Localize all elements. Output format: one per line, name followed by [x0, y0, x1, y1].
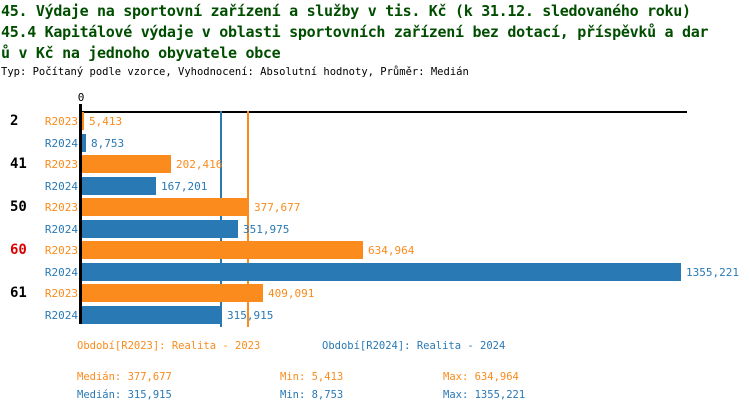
- value-label-r2024-cat-50: 351,975: [243, 223, 290, 236]
- series-label-r2023-cat-41: R2023: [44, 158, 78, 171]
- x-axis-line: [79, 111, 687, 113]
- value-label-r2024-cat-41: 167,201: [161, 180, 208, 193]
- bar-r2024-cat-2: [82, 134, 86, 152]
- stat-min-r2024: Min: 8,753: [280, 389, 344, 401]
- category-label-61: 61: [10, 285, 27, 301]
- bar-r2023-cat-2: [82, 112, 84, 130]
- series-label-r2024-cat-60: R2024: [44, 266, 78, 279]
- reference-line-median-r2024: [220, 111, 222, 327]
- category-label-41: 41: [10, 156, 27, 172]
- legend-r2023: Období[R2023]: Realita - 2023: [77, 340, 261, 352]
- stat-min-r2023: Min: 5,413: [280, 371, 344, 383]
- stat-median-r2023: Medián: 377,677: [77, 371, 172, 383]
- stat-median-r2024: Medián: 315,915: [77, 389, 172, 401]
- series-label-r2024-cat-41: R2024: [44, 180, 78, 193]
- chart-meta-line: Typ: Počítaný podle vzorce, Vyhodnocení:…: [1, 66, 469, 78]
- bar-r2023-cat-61: [82, 284, 263, 302]
- value-label-r2023-cat-2: 5,413: [89, 115, 123, 128]
- value-label-r2023-cat-50: 377,677: [254, 201, 301, 214]
- chart-title-line-2: 45.4 Kapitálové výdaje v oblasti sportov…: [1, 23, 709, 41]
- series-label-r2024-cat-2: R2024: [44, 137, 78, 150]
- series-label-r2023-cat-50: R2023: [44, 201, 78, 214]
- y-axis-line: [79, 104, 82, 324]
- bar-r2024-cat-60: [82, 263, 681, 281]
- chart-title-line-3: ů v Kč na jednoho obyvatele obce: [1, 44, 281, 62]
- series-label-r2023-cat-2: R2023: [44, 115, 78, 128]
- value-label-r2023-cat-61: 409,091: [268, 287, 315, 300]
- value-label-r2024-cat-2: 8,753: [91, 137, 125, 150]
- value-label-r2024-cat-60: 1355,221: [686, 266, 739, 279]
- bar-r2023-cat-50: [82, 198, 249, 216]
- series-label-r2024-cat-50: R2024: [44, 223, 78, 236]
- bar-r2023-cat-60: [82, 241, 363, 259]
- category-label-50: 50: [10, 199, 27, 215]
- category-label-60: 60: [10, 242, 27, 258]
- stat-max-r2023: Max: 634,964: [443, 371, 519, 383]
- series-label-r2024-cat-61: R2024: [44, 309, 78, 322]
- series-label-r2023-cat-60: R2023: [44, 244, 78, 257]
- chart-title-line-1: 45. Výdaje na sportovní zařízení a služb…: [1, 2, 691, 20]
- category-label-2: 2: [10, 113, 19, 129]
- bar-r2024-cat-61: [82, 306, 222, 324]
- bar-r2024-cat-41: [82, 177, 156, 195]
- series-label-r2023-cat-61: R2023: [44, 287, 78, 300]
- bar-r2023-cat-41: [82, 155, 171, 173]
- value-label-r2023-cat-60: 634,964: [368, 244, 415, 257]
- reference-line-median-r2023: [247, 111, 249, 327]
- value-label-r2023-cat-41: 202,416: [176, 158, 223, 171]
- legend-r2024: Období[R2024]: Realita - 2024: [322, 340, 506, 352]
- axis-zero-tick-label: 0: [77, 91, 85, 104]
- stat-max-r2024: Max: 1355,221: [443, 389, 526, 401]
- bar-r2024-cat-50: [82, 220, 238, 238]
- value-label-r2024-cat-61: 315,915: [227, 309, 274, 322]
